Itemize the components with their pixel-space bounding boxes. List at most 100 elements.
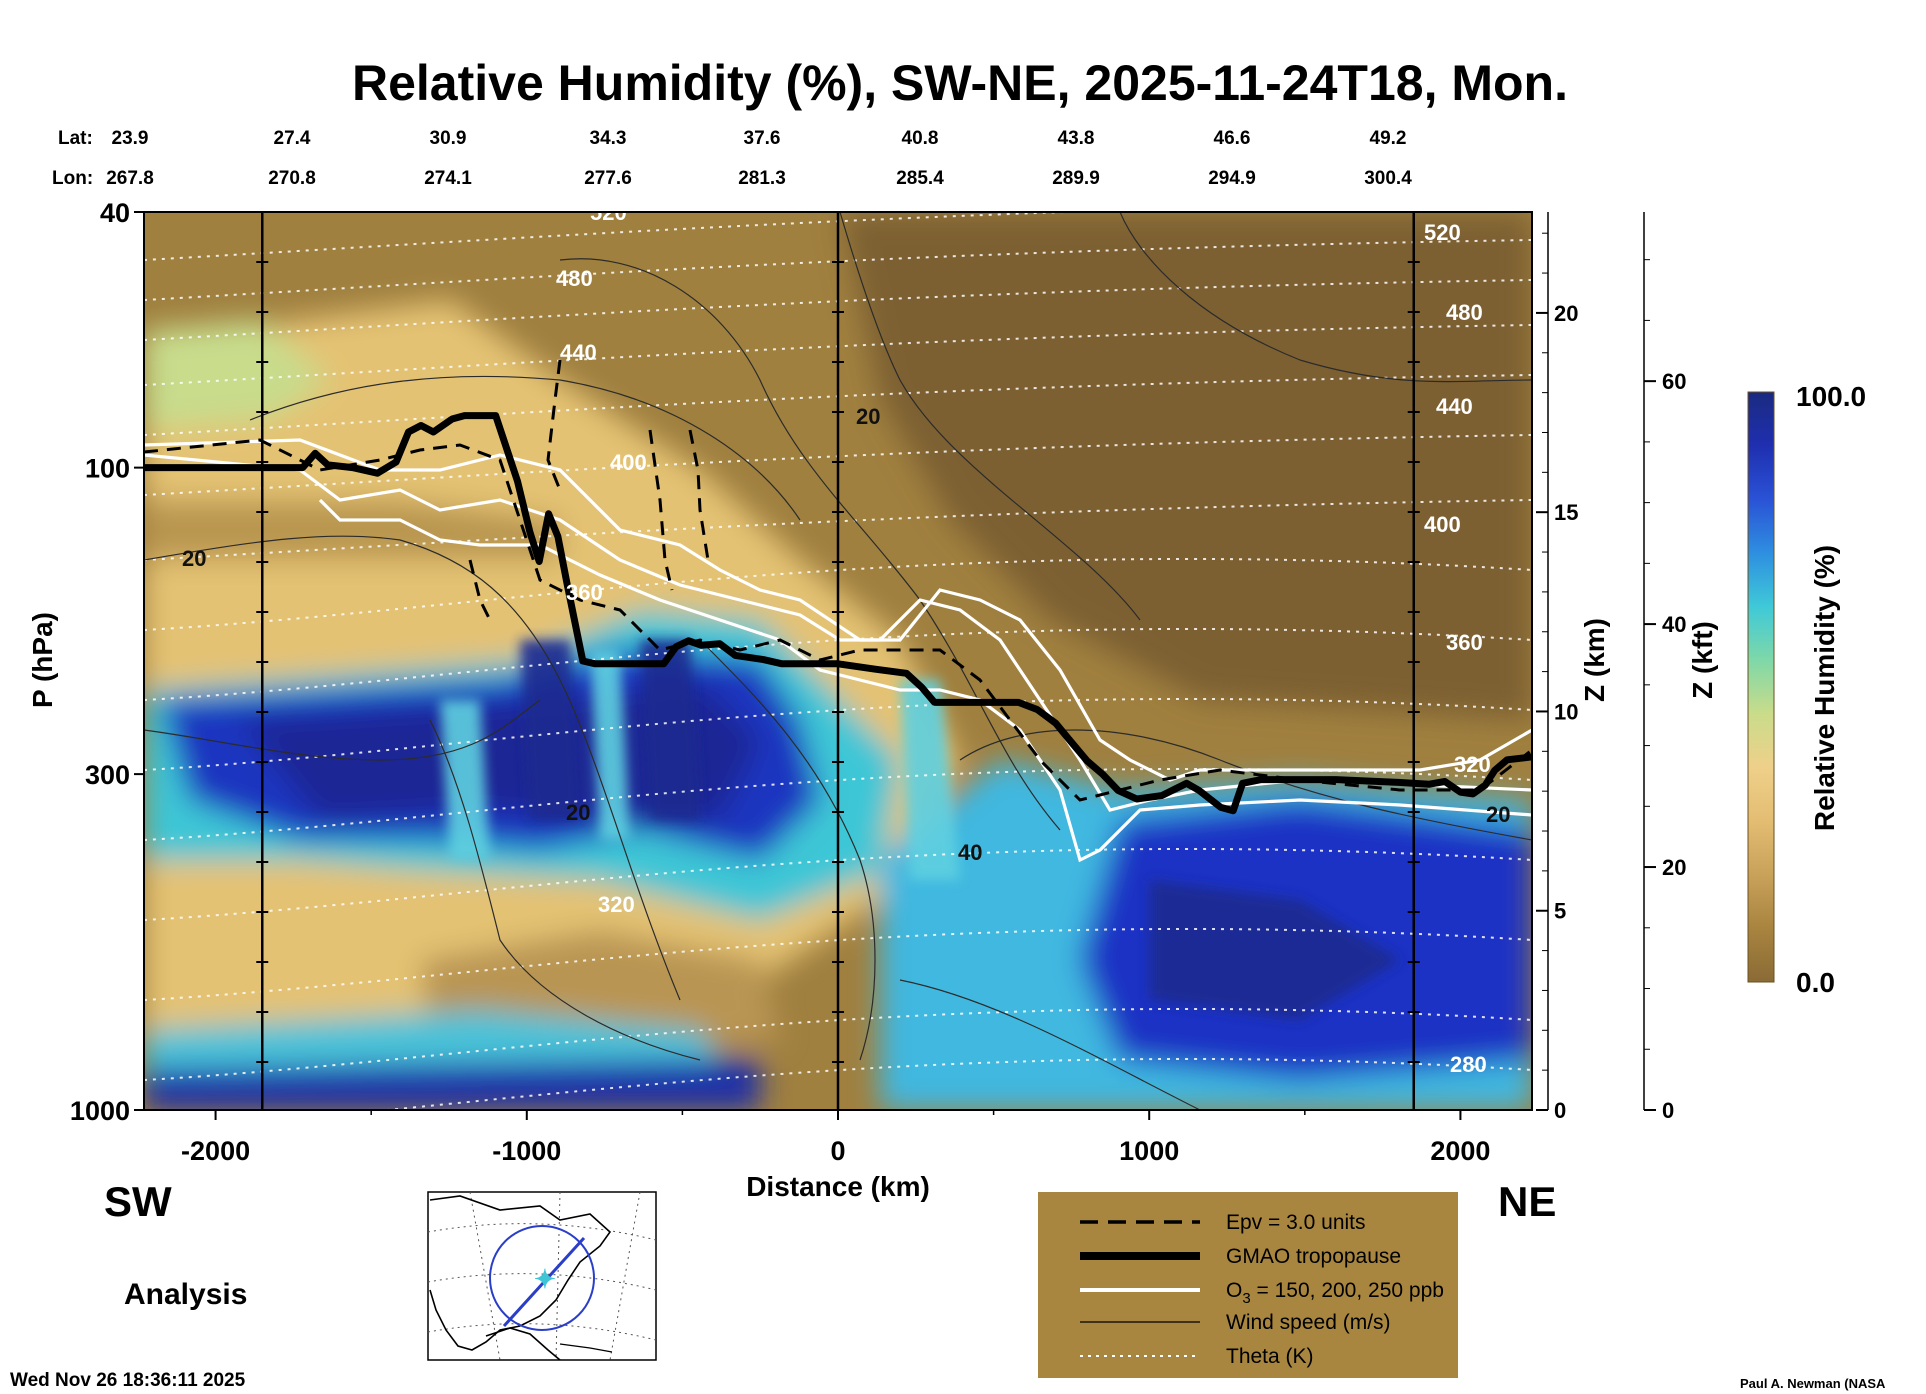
lon-value: 289.9	[1052, 168, 1100, 189]
footer-date: Wed Nov 26 18:36:11 2025	[10, 1370, 246, 1391]
map-caribbean	[559, 1343, 613, 1353]
lat-value: 40.8	[902, 128, 939, 149]
x-tick-label: 1000	[1119, 1136, 1179, 1166]
locator-map: ✦	[427, 1191, 657, 1361]
lon-value: 285.4	[896, 168, 944, 189]
wind-label-20-d: 20	[1486, 802, 1510, 827]
lat-row-label: Lat:	[58, 128, 93, 149]
rh-streak-1	[520, 640, 580, 820]
lon-value: 277.6	[584, 168, 632, 189]
map-coastlines	[429, 1195, 612, 1351]
epv-contour-fold-2	[648, 429, 674, 591]
map-graticule	[427, 1191, 657, 1361]
z-kft-ticks: 0 20 40 60	[1644, 259, 1686, 1123]
rh-streak-3	[640, 640, 700, 820]
y-tick-label: 100	[85, 454, 130, 484]
z-km-ticks: 0 5 10 15 20	[1536, 232, 1578, 1123]
wind-label-20-b: 20	[856, 404, 880, 429]
chart-title: Relative Humidity (%), SW-NE, 2025-11-24…	[352, 55, 1568, 111]
theta-label-400-b: 400	[1424, 512, 1461, 537]
footer-credit: Paul A. Newman (NASA	[1740, 1376, 1886, 1391]
theta-label-520-b: 520	[1424, 220, 1461, 245]
theta-label-440-a: 440	[560, 340, 597, 365]
wind-contours	[144, 212, 1532, 1110]
rh-region-green-sw	[144, 320, 330, 430]
lat-value: 46.6	[1214, 128, 1251, 149]
map-gulf-coast	[485, 1327, 561, 1361]
z-km-tick-label: 10	[1554, 699, 1578, 724]
y-tick-label: 300	[85, 760, 130, 790]
wind-contour-4	[249, 375, 801, 521]
epv-contour-fold-1	[546, 359, 562, 491]
theta-contour-line	[144, 374, 1532, 436]
legend-epv-label: Epv = 3.0 units	[1226, 1211, 1366, 1234]
legend-wind-label: Wind speed (m/s)	[1226, 1311, 1391, 1334]
lat-value: 30.9	[430, 128, 467, 149]
rh-streak-2	[590, 650, 630, 840]
map-range-circle	[489, 1225, 595, 1331]
theta-contour-line	[144, 847, 1532, 921]
colorbar-min-label: 0.0	[1796, 967, 1835, 998]
wind-contour-8	[1119, 212, 1532, 383]
z-kft-tick-label: 0	[1662, 1098, 1674, 1123]
theta-label-440-b: 440	[1436, 394, 1473, 419]
lon-value: 274.1	[424, 168, 472, 189]
z-km-tick-label: 0	[1554, 1098, 1566, 1123]
epv-contours	[144, 359, 1532, 802]
z-km-tick-label: 15	[1554, 500, 1578, 525]
lon-value: 281.3	[738, 168, 786, 189]
x-tick-label: 2000	[1430, 1136, 1490, 1166]
theta-contour-line	[144, 557, 1532, 631]
z-km-tick-label: 20	[1554, 301, 1578, 326]
humidity-detail	[440, 640, 1400, 1020]
wind-label-40: 40	[958, 840, 982, 865]
lon-value: 300.4	[1364, 168, 1412, 189]
tropopause-line	[144, 412, 1532, 815]
y-axis-ticks: 1000 300 100 40	[70, 198, 144, 1126]
theta-label-320-b: 320	[1454, 752, 1491, 777]
lat-value: 49.2	[1370, 128, 1407, 149]
z-km-axis-label: Z (km)	[1579, 618, 1610, 702]
map-graticule-lon-3	[609, 1191, 641, 1361]
x-tick-label: -2000	[181, 1136, 250, 1166]
contour-labels: 520 480 440 400 360 320 520 480 440 400 …	[182, 212, 1510, 1077]
lat-value: 34.3	[590, 128, 627, 149]
legend-tropopause-label: GMAO tropopause	[1226, 1245, 1401, 1268]
theta-contour-line	[144, 499, 1532, 561]
lat-values: 23.9 27.4 30.9 34.3 37.6 40.8 43.8 46.6 49.2	[112, 128, 1407, 149]
rh-region-cyan-bl-sw	[144, 1010, 720, 1070]
theta-label-480-b: 480	[1446, 300, 1483, 325]
theta-label-480-a: 480	[556, 266, 593, 291]
legend-ozone-label: O3 = 150, 200, 250 ppb	[1226, 1279, 1444, 1307]
wind-contour-7	[899, 979, 1201, 1110]
wind-contour-10	[429, 719, 701, 1061]
theta-contour-line	[144, 927, 1532, 1001]
theta-contour-line	[144, 212, 1093, 261]
lat-value: 23.9	[112, 128, 149, 149]
y-tick-label: 40	[100, 198, 130, 228]
colorbar-rect	[1747, 391, 1775, 983]
wind-contour-3	[559, 258, 1061, 831]
x-axis-ticks: -2000 -1000 0 1000 2000	[181, 1110, 1490, 1166]
wind-contour-6	[959, 729, 1532, 841]
ozone-contour-250	[318, 498, 1532, 863]
lon-value: 294.9	[1208, 168, 1256, 189]
colorbar-title: Relative Humidity (%)	[1809, 545, 1840, 831]
wind-contour-1	[144, 535, 681, 1001]
vertical-marker-ticks	[256, 261, 1420, 1063]
theta-contour-line	[144, 627, 1532, 701]
lon-values: 267.8 270.8 274.1 277.6 281.3 285.4 289.9 294.9…	[106, 168, 1412, 189]
lat-value: 43.8	[1058, 128, 1095, 149]
z-kft-tick-label: 40	[1662, 612, 1686, 637]
rh-region-deep-blue-sw	[240, 680, 760, 820]
epv-contour-main	[144, 438, 1532, 802]
z-kft-tick-label: 20	[1662, 855, 1686, 880]
legend: Epv = 3.0 units GMAO tropopause O3 = 150…	[1038, 1192, 1458, 1378]
z-km-tick-label: 5	[1554, 899, 1566, 924]
wind-label-20-a: 20	[182, 546, 206, 571]
theta-label-360-a: 360	[566, 580, 603, 605]
theta-label-320-a: 320	[598, 892, 635, 917]
rh-streak-5	[900, 680, 960, 880]
y-tick-label: 1000	[70, 1096, 130, 1126]
